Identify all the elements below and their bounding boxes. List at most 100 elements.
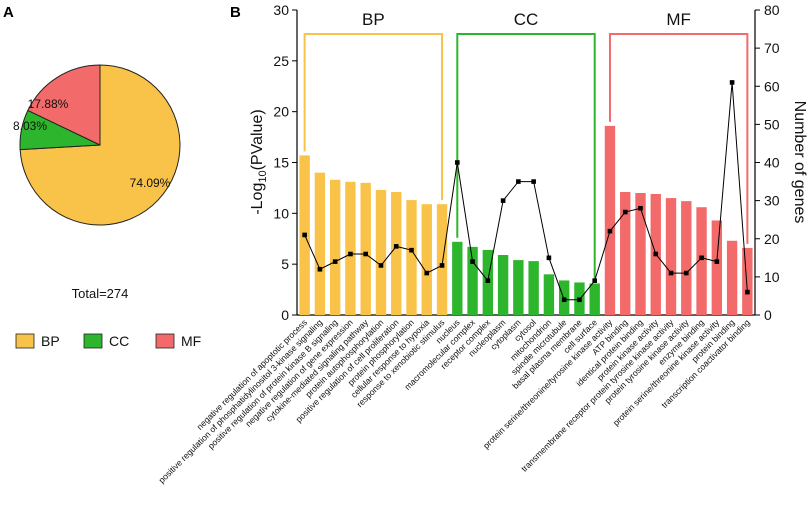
pie-chart: 74.09% 8.03% 17.88% Total=274 (13, 64, 181, 301)
bar-14 (513, 260, 524, 315)
gene-count-point-2 (332, 259, 338, 264)
gene-count-point-13 (500, 198, 506, 203)
bar-2 (329, 179, 341, 315)
bar-24 (665, 198, 677, 315)
y-tick-label: 25 (273, 53, 289, 69)
y-axis-label-tail: (PValue) (249, 109, 266, 170)
gene-count-point-15 (531, 179, 536, 184)
group-label-bp: BP (362, 10, 385, 29)
legend-swatch-mf (155, 333, 175, 349)
bar-3 (345, 181, 356, 315)
gene-count-point-9 (439, 263, 445, 268)
gene-count-point-23 (653, 251, 659, 257)
bar-10 (452, 241, 463, 315)
bar-22 (635, 193, 646, 315)
y2-tick-label: 40 (764, 155, 780, 171)
bar-27 (711, 220, 723, 315)
bracket-bp (303, 33, 444, 201)
gene-count-point-6 (393, 244, 399, 249)
gene-count-point-21 (622, 209, 628, 215)
y-tick-label: 10 (273, 205, 289, 221)
bar-11 (467, 246, 478, 315)
pie-label-bp: 74.09% (130, 176, 171, 190)
bracket-mf (608, 33, 749, 244)
bar-chart: 05101520253001020304050607080-Log10(PVal… (156, 2, 808, 485)
gene-count-point-8 (424, 270, 430, 276)
bar-25 (681, 201, 692, 315)
bar-19 (589, 283, 600, 315)
gene-count-point-28 (729, 80, 735, 85)
group-label-cc: CC (514, 10, 539, 29)
gene-count-line (304, 82, 748, 301)
gene-count-point-20 (607, 228, 613, 234)
bar-21 (620, 191, 631, 315)
y-axis-label-sub: 10 (257, 170, 269, 182)
group-label-mf: MF (666, 10, 691, 29)
bar-20 (604, 125, 616, 316)
gene-count-point-11 (470, 259, 475, 264)
panel-b-label: B (230, 4, 241, 21)
y-tick-label: 0 (281, 307, 289, 323)
pie-label-mf: 17.88% (28, 97, 69, 111)
pie-label-cc: 8.03% (13, 119, 47, 133)
gene-count-point-18 (577, 297, 582, 303)
gene-count-point-12 (485, 278, 491, 283)
y2-tick-label: 20 (764, 231, 780, 247)
gene-count-point-10 (455, 160, 460, 165)
y2-tick-label: 80 (764, 2, 780, 18)
y-tick-label: 20 (273, 104, 289, 120)
y-axis-label-main: -Log (249, 183, 266, 215)
y-tick-label: 5 (281, 256, 289, 272)
bar-15 (528, 261, 539, 315)
bar-16 (543, 274, 555, 315)
bar-28 (726, 240, 738, 315)
gene-count-point-16 (546, 255, 552, 261)
gene-count-point-1 (317, 266, 323, 272)
panel-a-label: A (3, 4, 14, 21)
y-tick-label: 30 (273, 2, 289, 18)
bar-4 (360, 182, 371, 315)
bar-9 (436, 204, 448, 315)
gene-count-point-29 (745, 289, 750, 295)
pie-total: Total=274 (72, 286, 129, 301)
gene-count-point-7 (409, 247, 414, 253)
gene-count-point-26 (699, 255, 704, 261)
gene-count-point-27 (714, 259, 720, 264)
gene-count-point-17 (561, 297, 567, 303)
legend-swatch-bp (15, 333, 35, 349)
y2-axis-label: Number of genes (791, 101, 808, 224)
y2-tick-label: 70 (764, 40, 780, 56)
y2-tick-label: 30 (764, 193, 780, 209)
legend-label-bp: BP (41, 333, 60, 349)
bar-1 (314, 172, 326, 315)
gene-count-point-0 (302, 232, 307, 238)
gene-count-point-22 (638, 205, 643, 211)
bar-7 (406, 200, 417, 315)
legend-swatch-cc (83, 333, 103, 349)
bar-29 (742, 247, 753, 315)
gene-count-point-5 (378, 263, 384, 268)
legend-label-cc: CC (109, 333, 129, 349)
pie-legend: BP CC MF (15, 333, 201, 349)
y-tick-label: 15 (273, 155, 289, 171)
y2-tick-label: 10 (764, 269, 780, 285)
pie-slice-mf (27, 64, 101, 146)
gene-count-point-14 (516, 179, 521, 184)
bar-13 (497, 255, 509, 315)
gene-count-point-24 (668, 270, 674, 276)
y2-tick-label: 50 (764, 116, 780, 132)
gene-count-point-3 (348, 251, 353, 257)
bar-26 (696, 207, 707, 315)
bar-8 (421, 204, 432, 315)
bar-6 (391, 191, 402, 315)
y2-tick-label: 0 (764, 307, 772, 323)
gene-count-point-19 (592, 278, 597, 283)
y2-tick-label: 60 (764, 78, 780, 94)
bracket-cc (456, 33, 596, 280)
gene-count-point-25 (684, 270, 689, 276)
gene-count-point-4 (363, 251, 368, 257)
legend-label-mf: MF (181, 333, 201, 349)
bar-5 (375, 189, 387, 315)
